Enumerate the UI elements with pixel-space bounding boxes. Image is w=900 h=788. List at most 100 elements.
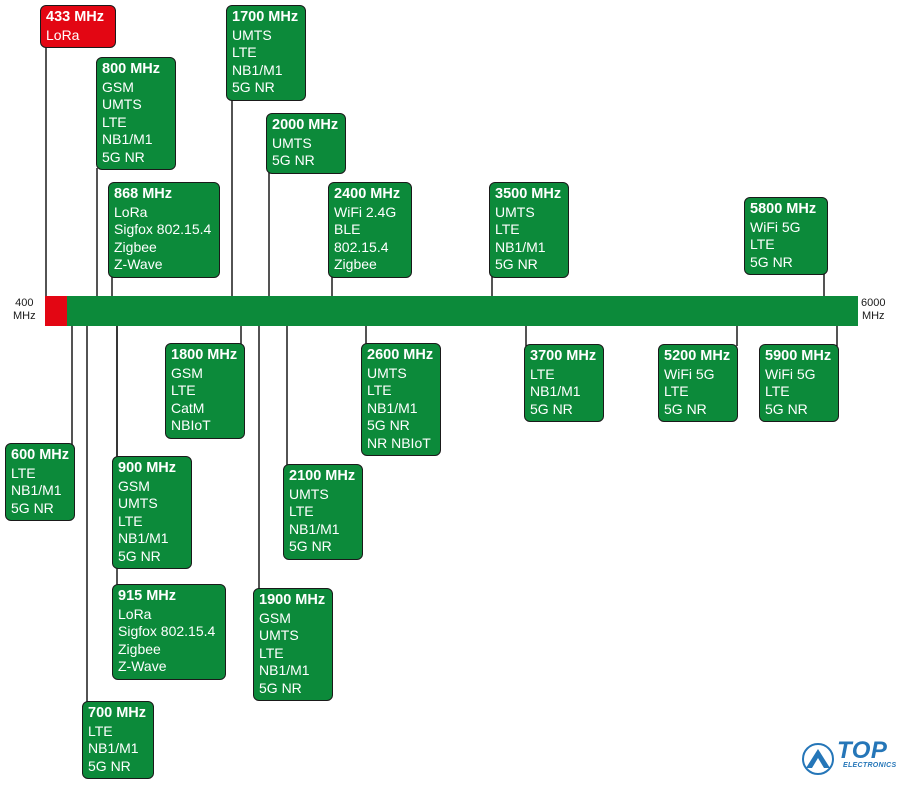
band-box-915: 915 MHz LoRa Sigfox 802.15.4 Zigbee Z-Wave <box>112 584 226 680</box>
axis-end-label: 6000 MHz <box>861 297 885 323</box>
band-frequency: 5200 MHz <box>664 348 731 364</box>
band-technology: LTE <box>664 383 689 399</box>
band-frequency: 3700 MHz <box>530 348 597 364</box>
band-technology: LTE <box>171 382 196 398</box>
axis-start-label: 400 MHz <box>13 297 36 323</box>
band-box-2400: 2400 MHz WiFi 2.4G BLE 802.15.4 Zigbee <box>328 182 412 278</box>
band-technology: GSM <box>259 609 291 626</box>
band-frequency: 433 MHz <box>46 9 105 25</box>
band-frequency: 3500 MHz <box>495 186 562 202</box>
band-technology: LTE <box>102 113 127 130</box>
band-technology: 5G NR <box>11 499 54 516</box>
band-technology: WiFi 5G <box>664 365 715 382</box>
band-frequency: 5800 MHz <box>750 201 817 217</box>
band-technology: UMTS <box>102 96 142 112</box>
band-technology: WiFi 5G <box>750 218 801 235</box>
band-box-433: 433 MHz LoRa <box>40 5 116 48</box>
band-technology: LoRa <box>118 605 152 622</box>
band-technology: UMTS <box>232 26 272 43</box>
band-box-2000: 2000 MHz UMTS 5G NR <box>266 113 346 174</box>
band-technology: UMTS <box>272 134 312 151</box>
band-box-5200: 5200 MHz WiFi 5G LTE 5G NR <box>658 344 738 422</box>
band-technology: Zigbee <box>334 256 377 272</box>
band-box-2600: 2600 MHz UMTS LTE NB1/M1 5G NR NR NBIoT <box>361 343 441 456</box>
band-technology: LTE <box>118 512 143 529</box>
axis-start-value: 400 <box>15 297 34 309</box>
band-technology: LTE <box>88 722 113 739</box>
band-box-1800: 1800 MHz GSM LTE CatM NBIoT <box>165 343 245 439</box>
band-technology: LTE <box>232 44 257 60</box>
mountain-arrow-icon <box>802 743 834 775</box>
logo-subtitle: ELECTRONICS <box>843 762 897 769</box>
band-frequency: 900 MHz <box>118 460 177 476</box>
band-box-5800: 5800 MHz WiFi 5G LTE 5G NR <box>744 197 828 275</box>
band-technology: LoRa <box>46 26 80 43</box>
band-technology: NBIoT <box>171 417 211 433</box>
band-frequency: 800 MHz <box>102 61 161 77</box>
band-technology: NB1/M1 <box>530 383 581 399</box>
band-frequency: 1800 MHz <box>171 347 238 363</box>
band-technology: UMTS <box>118 495 158 511</box>
band-box-800: 800 MHz GSM UMTS LTE NB1/M1 5G NR <box>96 57 176 170</box>
band-technology: Zigbee <box>114 238 157 255</box>
band-technology: GSM <box>118 477 150 494</box>
band-technology: NB1/M1 <box>102 131 153 147</box>
band-technology: 802.15.4 <box>334 238 389 255</box>
band-technology: 5G NR <box>289 538 332 554</box>
band-technology: GSM <box>102 78 134 95</box>
band-box-1900: 1900 MHz GSM UMTS LTE NB1/M1 5G NR <box>253 588 333 701</box>
axis-start-unit: MHz <box>13 310 36 322</box>
band-technology: NB1/M1 <box>259 662 310 678</box>
band-box-600: 600 MHz LTE NB1/M1 5G NR <box>5 443 75 521</box>
band-technology: LTE <box>289 503 314 519</box>
band-technology: Sigfox 802.15.4 <box>114 221 212 237</box>
band-technology: 5G NR <box>259 679 302 696</box>
band-technology: LTE <box>11 464 36 481</box>
spectrum-bar-highlight <box>45 296 67 326</box>
band-technology: LoRa <box>114 203 148 220</box>
axis-end-value: 6000 <box>861 297 886 309</box>
spectrum-bar <box>45 296 858 326</box>
band-technology: 5G NR <box>664 400 707 417</box>
band-technology: LTE <box>750 236 775 252</box>
band-frequency: 2000 MHz <box>272 117 339 133</box>
band-frequency: 2600 MHz <box>367 347 434 363</box>
band-technology: NB1/M1 <box>495 238 546 255</box>
band-frequency: 2400 MHz <box>334 186 401 202</box>
band-technology: Z-Wave <box>114 256 163 272</box>
band-technology: BLE <box>334 221 361 237</box>
band-technology: LTE <box>530 365 555 382</box>
band-technology: 5G NR <box>232 79 275 95</box>
band-technology: WiFi 5G <box>765 365 816 382</box>
band-technology: NR NBIoT <box>367 434 431 451</box>
band-technology: 5G NR <box>765 400 808 417</box>
band-box-700: 700 MHz LTE NB1/M1 5G NR <box>82 701 154 779</box>
band-technology: Z-Wave <box>118 658 167 674</box>
top-electronics-logo: TOP ELECTRONICS <box>800 737 896 777</box>
band-box-3700: 3700 MHz LTE NB1/M1 5G NR <box>524 344 604 422</box>
band-technology: NB1/M1 <box>118 530 169 546</box>
band-technology: NB1/M1 <box>11 482 62 498</box>
band-technology: Zigbee <box>118 640 161 657</box>
band-technology: UMTS <box>289 485 329 502</box>
band-technology: 5G NR <box>118 547 161 564</box>
band-box-868: 868 MHz LoRa Sigfox 802.15.4 Zigbee Z-Wave <box>108 182 220 278</box>
band-box-3500: 3500 MHz UMTS LTE NB1/M1 5G NR <box>489 182 569 278</box>
band-technology: NB1/M1 <box>232 61 283 78</box>
band-frequency: 600 MHz <box>11 447 70 463</box>
band-technology: GSM <box>171 364 203 381</box>
band-frequency: 700 MHz <box>88 705 147 721</box>
band-technology: UMTS <box>259 627 299 643</box>
band-box-5900: 5900 MHz WiFi 5G LTE 5G NR <box>759 344 839 422</box>
band-technology: 5G NR <box>88 757 131 774</box>
band-technology: LTE <box>495 221 520 237</box>
band-technology: LTE <box>259 644 284 661</box>
band-technology: LTE <box>765 383 790 399</box>
band-technology: 5G NR <box>367 417 410 433</box>
band-technology: Sigfox 802.15.4 <box>118 623 216 639</box>
band-technology: 5G NR <box>272 152 315 168</box>
band-frequency: 1700 MHz <box>232 9 299 25</box>
band-technology: NB1/M1 <box>367 399 418 416</box>
